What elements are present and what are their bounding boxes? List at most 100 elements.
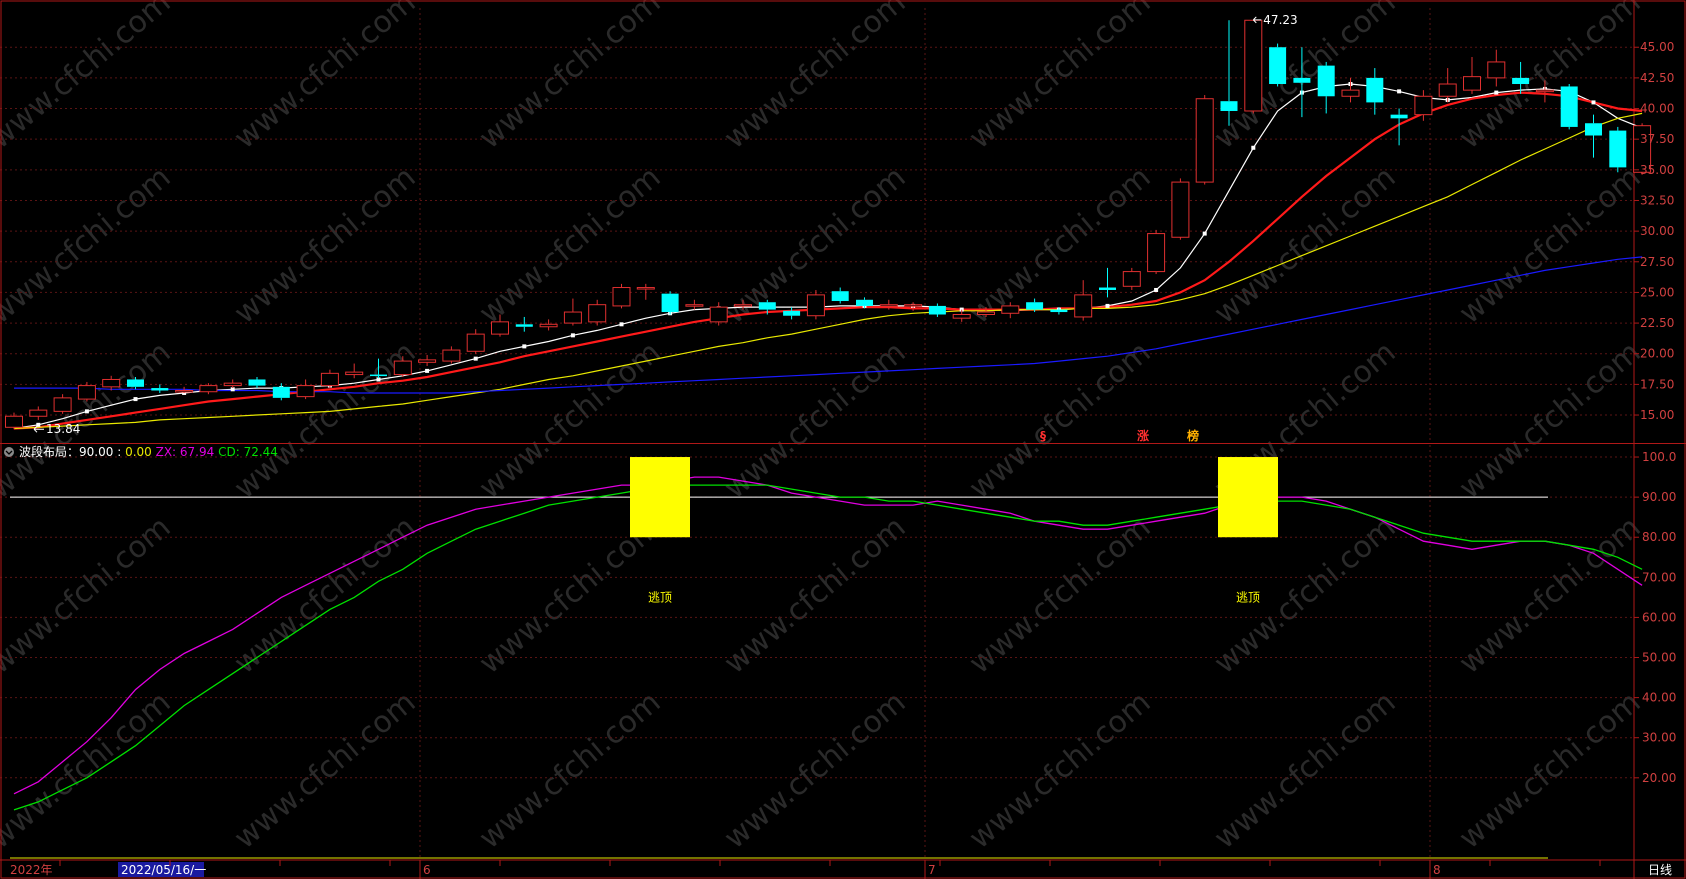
high-arrow-icon [1252,16,1262,24]
candle-body [1463,76,1481,91]
candle[interactable] [1366,68,1384,115]
candle[interactable] [709,302,728,326]
indicator-name: 波段布局 [19,444,67,459]
candle[interactable] [612,283,631,309]
candle[interactable] [370,358,387,379]
candle[interactable] [515,316,533,332]
candle[interactable] [345,363,364,379]
candle[interactable] [685,299,704,310]
candle[interactable] [1609,126,1627,173]
candle[interactable] [977,307,995,317]
candle[interactable] [1414,90,1433,121]
candle[interactable] [1244,19,1263,114]
candle[interactable] [223,379,242,389]
candle[interactable] [466,329,485,354]
bottom-bar: 2022年 2022/05/16/一 日线 6 7 8 [10,860,1672,879]
candle-body [175,390,194,393]
candle[interactable] [831,287,849,304]
candle[interactable] [1317,61,1335,114]
candle[interactable] [952,309,971,322]
candle[interactable] [1147,229,1166,275]
candle[interactable] [1633,123,1652,175]
candle-body [1099,287,1116,290]
candle[interactable] [77,381,96,402]
candle[interactable] [1220,20,1238,126]
candle[interactable] [1438,68,1457,103]
signal-marker[interactable]: 逃顶 [1218,457,1278,604]
indicator-tick-label: 50.00 [1642,651,1676,665]
date-label[interactable]: 2022/05/16/一 [121,863,206,877]
candle[interactable] [102,375,121,391]
candle-body [734,304,752,307]
candle[interactable] [1341,77,1360,103]
candle[interactable] [175,386,194,393]
year-label: 2022年 [10,863,53,877]
candle[interactable] [1535,80,1554,103]
candle[interactable] [661,291,679,315]
candle[interactable] [53,394,72,414]
candle[interactable] [1195,95,1214,185]
candle-body [1585,123,1602,136]
candle[interactable] [127,377,144,390]
signal-marker[interactable]: 逃顶 [630,457,690,604]
candle[interactable] [1074,280,1093,321]
candle[interactable] [1293,47,1311,118]
candle[interactable] [1122,267,1141,290]
date-highlight[interactable] [118,862,204,877]
ma-point [1105,303,1110,308]
price-tick-label: 42.50 [1640,71,1674,85]
period-label[interactable]: 日线 [1648,863,1672,877]
candle-body [77,385,96,400]
collapse-icon[interactable] [4,447,14,457]
candle[interactable] [1390,108,1408,146]
candle[interactable] [636,283,655,300]
candle[interactable] [806,289,825,320]
candle-body [1244,19,1263,112]
candle[interactable] [29,406,48,420]
candle[interactable] [442,346,461,364]
ma-point [376,377,381,382]
candle[interactable] [563,298,582,326]
candle[interactable] [1050,307,1068,315]
candle[interactable] [1585,114,1602,158]
candle[interactable] [1026,298,1044,313]
candle[interactable] [5,412,23,430]
candle[interactable] [491,314,509,337]
candle[interactable] [734,299,752,310]
price-panel[interactable]: 47.23 13.84 § 涨 榜 [5,13,1652,443]
candle[interactable] [1560,84,1578,130]
candle[interactable] [879,299,898,310]
price-tick-label: 30.00 [1640,224,1674,238]
candle[interactable] [199,383,218,395]
candle[interactable] [1463,57,1481,94]
candle[interactable] [1512,61,1530,94]
candle[interactable] [1269,43,1287,87]
candle-body [1122,271,1141,287]
candle[interactable] [151,384,169,393]
candle[interactable] [418,354,437,366]
candle[interactable] [272,383,290,401]
moving-average-line [13,112,1643,430]
candle[interactable] [588,299,607,326]
price-marker: 榜 [1187,428,1199,443]
candle[interactable] [393,356,412,378]
indicator-panel[interactable]: 逃顶 逃顶 [10,457,1643,859]
month-label: 7 [928,863,936,877]
ma-point [473,356,478,361]
candle[interactable] [539,319,558,331]
candle[interactable] [1001,302,1020,319]
candle[interactable] [1487,49,1506,87]
candle[interactable] [1171,178,1190,240]
candle[interactable] [783,307,801,320]
candle[interactable] [928,303,946,317]
candle[interactable] [248,377,266,389]
signal-label: 逃顶 [648,590,672,604]
candle[interactable] [1099,267,1116,298]
candle[interactable] [320,369,339,389]
candle-body [199,385,218,393]
candle[interactable] [296,379,315,400]
candle[interactable] [856,297,873,309]
candle[interactable] [904,302,923,311]
candle[interactable] [758,299,776,315]
